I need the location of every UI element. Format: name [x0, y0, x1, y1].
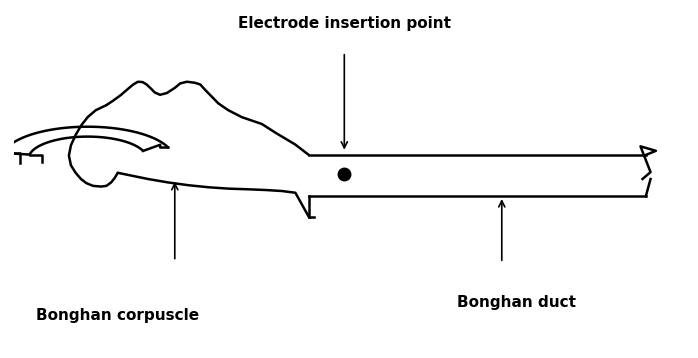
Text: Bonghan duct: Bonghan duct: [457, 295, 576, 310]
Text: Electrode insertion point: Electrode insertion point: [238, 16, 451, 31]
Text: Bonghan corpuscle: Bonghan corpuscle: [36, 308, 200, 323]
